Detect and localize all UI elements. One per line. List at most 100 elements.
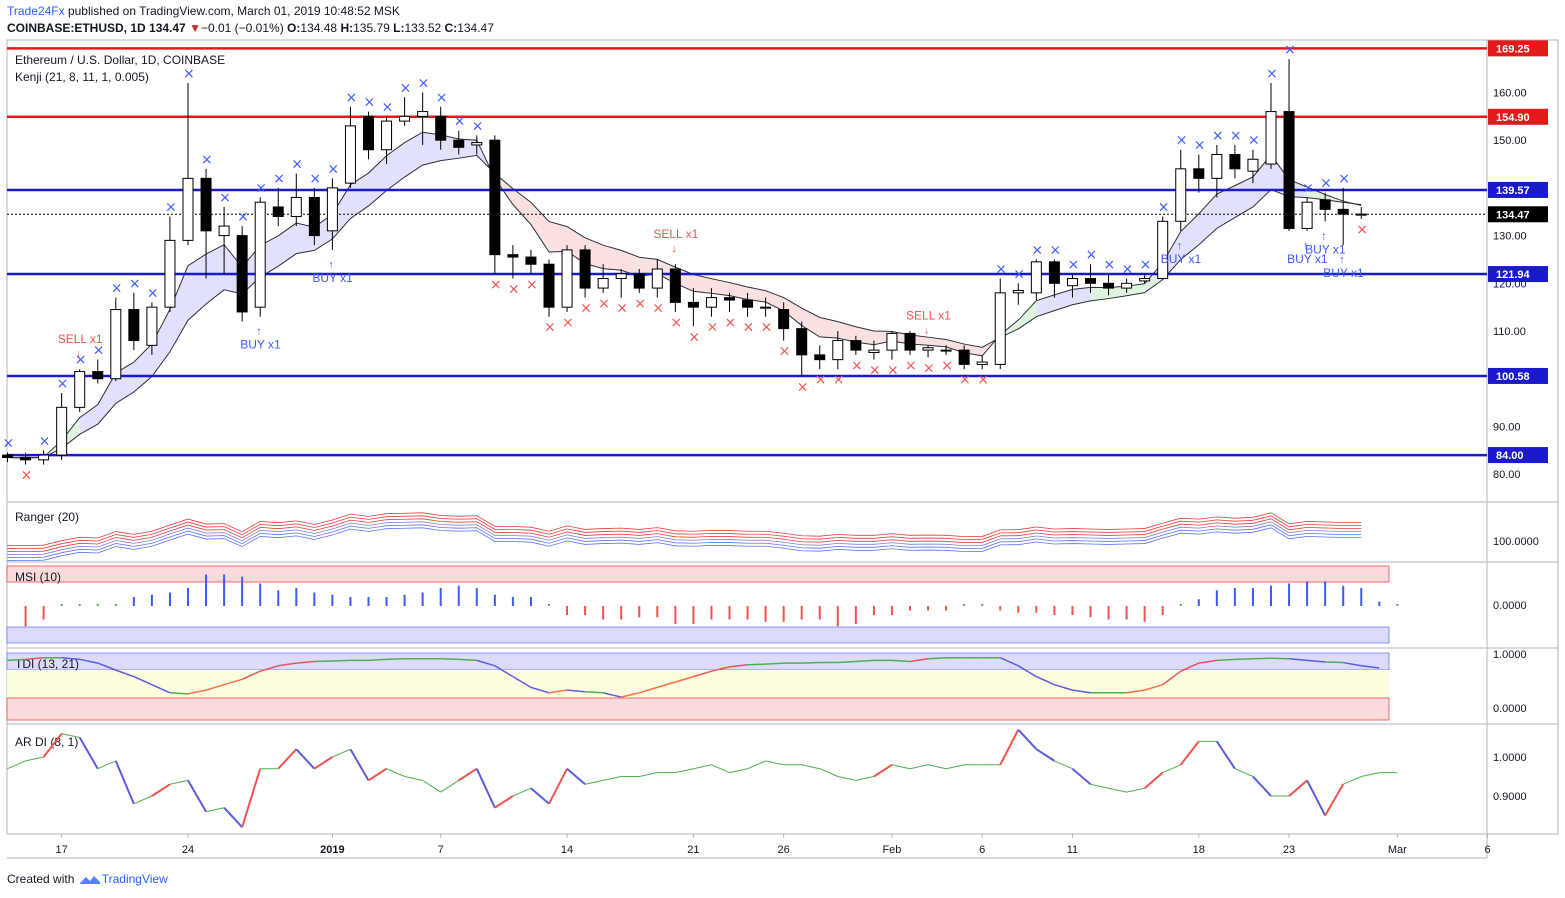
ardi-line-segment [349, 748, 370, 781]
tdi-line-segment [711, 666, 730, 672]
buy-signal-label: BUY x1 [1161, 252, 1202, 266]
ardi-line-segment [693, 764, 712, 770]
tdi-line-segment [1017, 665, 1037, 678]
kenji-slow-line [7, 154, 1362, 459]
trend-x-marker: × [3, 436, 15, 452]
trend-x-marker: × [309, 171, 321, 187]
candle-body [760, 306, 772, 309]
time-tick-label: Feb [882, 844, 901, 856]
tdi-line-segment [765, 662, 784, 665]
ardi-line-segment [675, 768, 694, 774]
kenji-cloud-segment [386, 142, 405, 191]
price-tick-label: 110.00 [1493, 326, 1526, 338]
kenji-cloud-segment [97, 372, 116, 425]
candle-body [164, 239, 176, 308]
candle-body [832, 340, 844, 361]
ardi-line-segment [114, 760, 135, 805]
kenji-cloud-segment [1072, 287, 1091, 305]
ranger-band-line [7, 524, 1362, 559]
ardi-line-segment [512, 787, 532, 797]
msi-tick-label: 0.0000 [1493, 600, 1527, 612]
ardi-line-segment [548, 768, 568, 805]
kenji-cloud-segment [693, 274, 712, 294]
price-tick-label: 150.00 [1493, 135, 1527, 147]
kenji-cloud-segment [729, 282, 748, 300]
buy-signal-label: BUY x1 [312, 271, 353, 285]
candle-body [1175, 168, 1187, 222]
kenji-cloud-segment [512, 188, 531, 225]
candle-body [724, 297, 735, 301]
time-tick-label: Mar [1388, 844, 1407, 856]
tdi-line-segment [259, 665, 279, 672]
tradingview-link[interactable]: TradingView [101, 872, 168, 886]
trend-x-marker: × [598, 296, 610, 312]
tdi-line-segment [1054, 683, 1073, 691]
price-level-tag [1488, 181, 1548, 198]
trend-x-marker: × [93, 343, 105, 359]
publish-info: Trade24Fx published on TradingView.com, … [7, 4, 400, 18]
ardi-line-segment [7, 760, 26, 770]
ardi-line-segment [1054, 760, 1073, 770]
tdi-line-segment [205, 683, 225, 691]
created-with-label: Created with [7, 872, 75, 886]
candle-body [615, 273, 627, 280]
time-tick-label: 11 [1067, 844, 1078, 856]
ranger-pane-title: Ranger (20) [15, 510, 79, 524]
trend-x-marker: × [255, 180, 267, 196]
ardi-line-segment [711, 764, 730, 774]
candle-body [128, 309, 140, 342]
candle-body [110, 309, 122, 380]
kenji-cloud-segment [530, 202, 549, 253]
msi-upper-zone [6, 565, 1390, 583]
candle-body [742, 299, 754, 308]
ardi-line-segment [765, 760, 784, 766]
trend-x-marker: × [526, 277, 538, 293]
ardi-line-segment [566, 767, 586, 786]
footer: Created with TradingView [7, 872, 168, 886]
tdi-line-segment [693, 670, 712, 678]
trend-x-marker: × [183, 66, 195, 82]
kenji-cloud-segment [1090, 287, 1109, 301]
time-tick-label: 24 [182, 844, 194, 856]
publisher-link[interactable]: Trade24Fx [7, 4, 65, 18]
candle-body [254, 201, 266, 308]
tdi-line-segment [133, 675, 153, 686]
tdi-line-segment [548, 689, 568, 694]
ardi-line-segment [97, 760, 116, 770]
candle-body [994, 292, 1006, 365]
trend-x-marker: × [995, 262, 1007, 278]
trend-x-marker: × [1104, 257, 1116, 273]
tdi-line-segment [278, 662, 297, 667]
kenji-cloud-segment [1252, 155, 1271, 207]
buy-signal-label: BUY x1 [240, 338, 281, 352]
candle-body [290, 196, 302, 218]
ardi-line-segment [729, 768, 748, 774]
trend-x-marker: × [454, 114, 466, 130]
candle-body [687, 301, 699, 308]
trend-x-marker: × [1266, 66, 1278, 82]
ardi-line-segment [25, 756, 44, 762]
candle-body [1030, 261, 1042, 294]
tdi-line-segment [1252, 657, 1272, 660]
tdi-line-segment [79, 658, 98, 664]
tdi-line-segment [837, 660, 856, 664]
tdi-line-segment [476, 659, 496, 667]
tdi-line-segment [223, 678, 243, 686]
ardi-line-segment [873, 763, 893, 778]
trend-x-marker: × [1212, 128, 1224, 144]
trend-x-marker: × [21, 468, 33, 484]
ranger-band-line [7, 527, 1362, 562]
ardi-line-segment [999, 729, 1020, 766]
candle-body [1157, 220, 1169, 280]
time-tick-label: 7 [438, 844, 444, 856]
ardi-line-segment [151, 783, 171, 797]
tdi-tick-low: 0.0000 [1493, 703, 1527, 715]
candle-body [1103, 282, 1115, 289]
buy-signal-label: BUY x1 [1287, 252, 1328, 266]
tdi-line-segment [169, 692, 189, 695]
kenji-cloud-segment [1036, 294, 1055, 317]
ranger-band-line [7, 518, 1362, 553]
tdi-line-segment [25, 656, 44, 661]
ardi-line-segment [422, 779, 441, 793]
